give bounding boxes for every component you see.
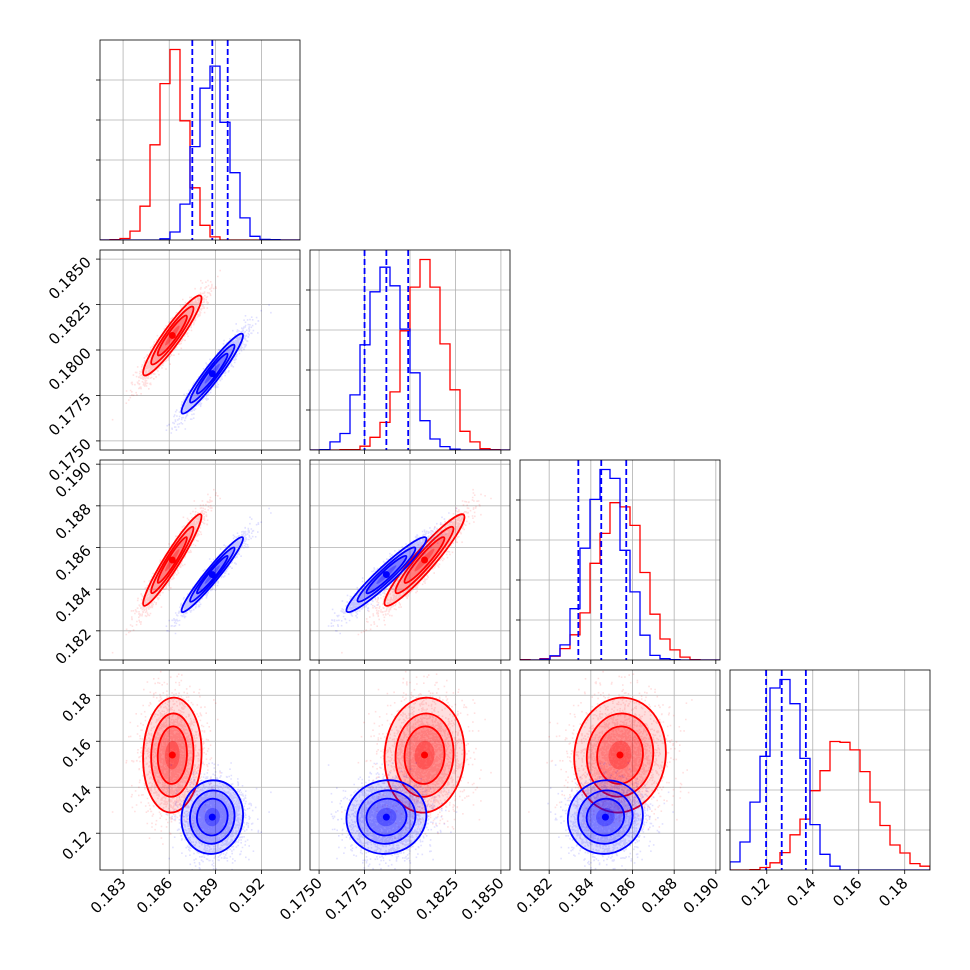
x-tick-label: 0.1775	[322, 874, 372, 924]
panel-body	[310, 460, 510, 660]
y-tick-label: 0.186	[52, 542, 95, 585]
x-tick-label: 0.186	[133, 874, 176, 917]
x-tick-label: 0.189	[179, 874, 222, 917]
panel-frame	[309, 249, 511, 451]
x-tick-label: 0.18	[875, 874, 911, 910]
density-peak-1	[601, 813, 609, 821]
panel-0-0	[96, 39, 301, 244]
scatter-points-1	[327, 507, 458, 635]
x-tick-label: 0.184	[555, 874, 598, 917]
x-tick-label: 0.192	[225, 874, 268, 917]
x-tick-label: 0.1800	[367, 874, 417, 924]
panel-body	[100, 250, 300, 450]
density-peak-0	[421, 751, 429, 759]
x-tick-label: 0.182	[513, 874, 556, 917]
x-tick-label: 0.16	[829, 874, 865, 910]
panel-body	[100, 40, 300, 240]
histogram-1	[730, 678, 930, 870]
panel-frame	[309, 669, 511, 871]
x-tick-label: 0.14	[783, 874, 819, 910]
panel-frame	[519, 459, 721, 661]
density-peak-0	[168, 556, 176, 564]
histogram-0	[730, 740, 930, 870]
density-peak-0	[168, 751, 176, 759]
panel-2-2	[516, 459, 721, 664]
density-peak-1	[382, 571, 390, 579]
histogram-1	[100, 65, 300, 240]
density-peak-1	[382, 813, 390, 821]
panel-body	[100, 670, 300, 870]
panel-body	[520, 670, 720, 870]
x-tick-label: 0.12	[737, 874, 773, 910]
y-tick-label: 0.188	[52, 500, 95, 543]
y-tick-label: 0.14	[58, 781, 94, 817]
x-tick-label: 0.190	[680, 874, 723, 917]
panel-frame	[309, 459, 511, 661]
y-tick-label: 0.1825	[45, 299, 95, 349]
panel-body	[520, 460, 720, 660]
y-tick-label: 0.1850	[45, 253, 95, 303]
histogram-1	[310, 266, 510, 450]
histogram-0	[100, 48, 300, 240]
x-tick-label: 0.188	[638, 874, 681, 917]
panel-1-1	[306, 249, 511, 454]
density-peak-0	[616, 751, 624, 759]
histogram-1	[520, 468, 720, 660]
scatter-points-0	[111, 670, 221, 845]
y-tick-label: 0.1775	[45, 390, 95, 440]
x-tick-label: 0.1825	[412, 874, 462, 924]
x-tick-label: 0.186	[596, 874, 639, 917]
scatter-points-0	[341, 670, 492, 845]
panel-frame	[729, 669, 931, 871]
scatter-points-1	[327, 762, 458, 870]
x-tick-label: 0.1750	[276, 874, 326, 924]
scatter-points-1	[165, 304, 272, 434]
density-peak-0	[421, 556, 429, 564]
y-tick-label: 0.18	[58, 689, 94, 725]
panel-body	[310, 670, 510, 870]
panel-body	[100, 460, 300, 660]
x-tick-label: 0.1850	[458, 874, 508, 924]
x-tick-label: 0.183	[87, 874, 130, 917]
panel-2-1	[309, 459, 511, 664]
panel-frame	[99, 249, 301, 451]
scatter-points-0	[528, 670, 693, 845]
y-tick-label: 0.16	[58, 735, 94, 771]
y-tick-label: 0.182	[52, 625, 95, 668]
panel-frame	[519, 669, 721, 871]
scatter-points-1	[547, 762, 674, 870]
y-tick-label: 0.1800	[45, 344, 95, 394]
y-tick-label: 0.12	[58, 827, 94, 863]
panel-frame	[99, 459, 301, 661]
panel-3-0: 0.12 0.14 0.16 0.18 0.183 0.186 0.189 0.192	[58, 669, 301, 917]
panel-body	[730, 670, 930, 870]
panel-frame	[99, 39, 301, 241]
scatter-points-1	[165, 762, 272, 870]
panel-3-3: 0.12 0.14 0.16 0.18	[726, 669, 931, 910]
density-peak-0	[168, 331, 176, 339]
density-peak-1	[208, 370, 216, 378]
panel-body	[310, 250, 510, 450]
density-peak-1	[208, 813, 216, 821]
density-peak-1	[208, 571, 216, 579]
panel-frame	[99, 669, 301, 871]
y-tick-label: 0.184	[52, 583, 95, 626]
